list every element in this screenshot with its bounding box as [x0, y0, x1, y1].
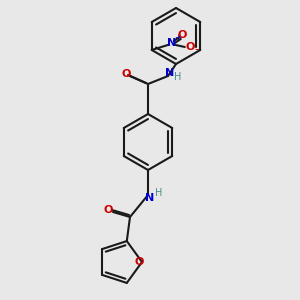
Text: O: O [177, 30, 186, 40]
Text: +: + [174, 32, 181, 41]
Text: N: N [167, 38, 176, 48]
Text: O: O [185, 42, 194, 52]
Text: -: - [194, 44, 199, 56]
Text: O: O [121, 69, 131, 79]
Text: O: O [134, 257, 144, 267]
Text: N: N [146, 193, 154, 203]
Text: H: H [174, 72, 182, 82]
Text: O: O [103, 205, 113, 215]
Text: N: N [165, 68, 175, 78]
Text: H: H [155, 188, 163, 198]
